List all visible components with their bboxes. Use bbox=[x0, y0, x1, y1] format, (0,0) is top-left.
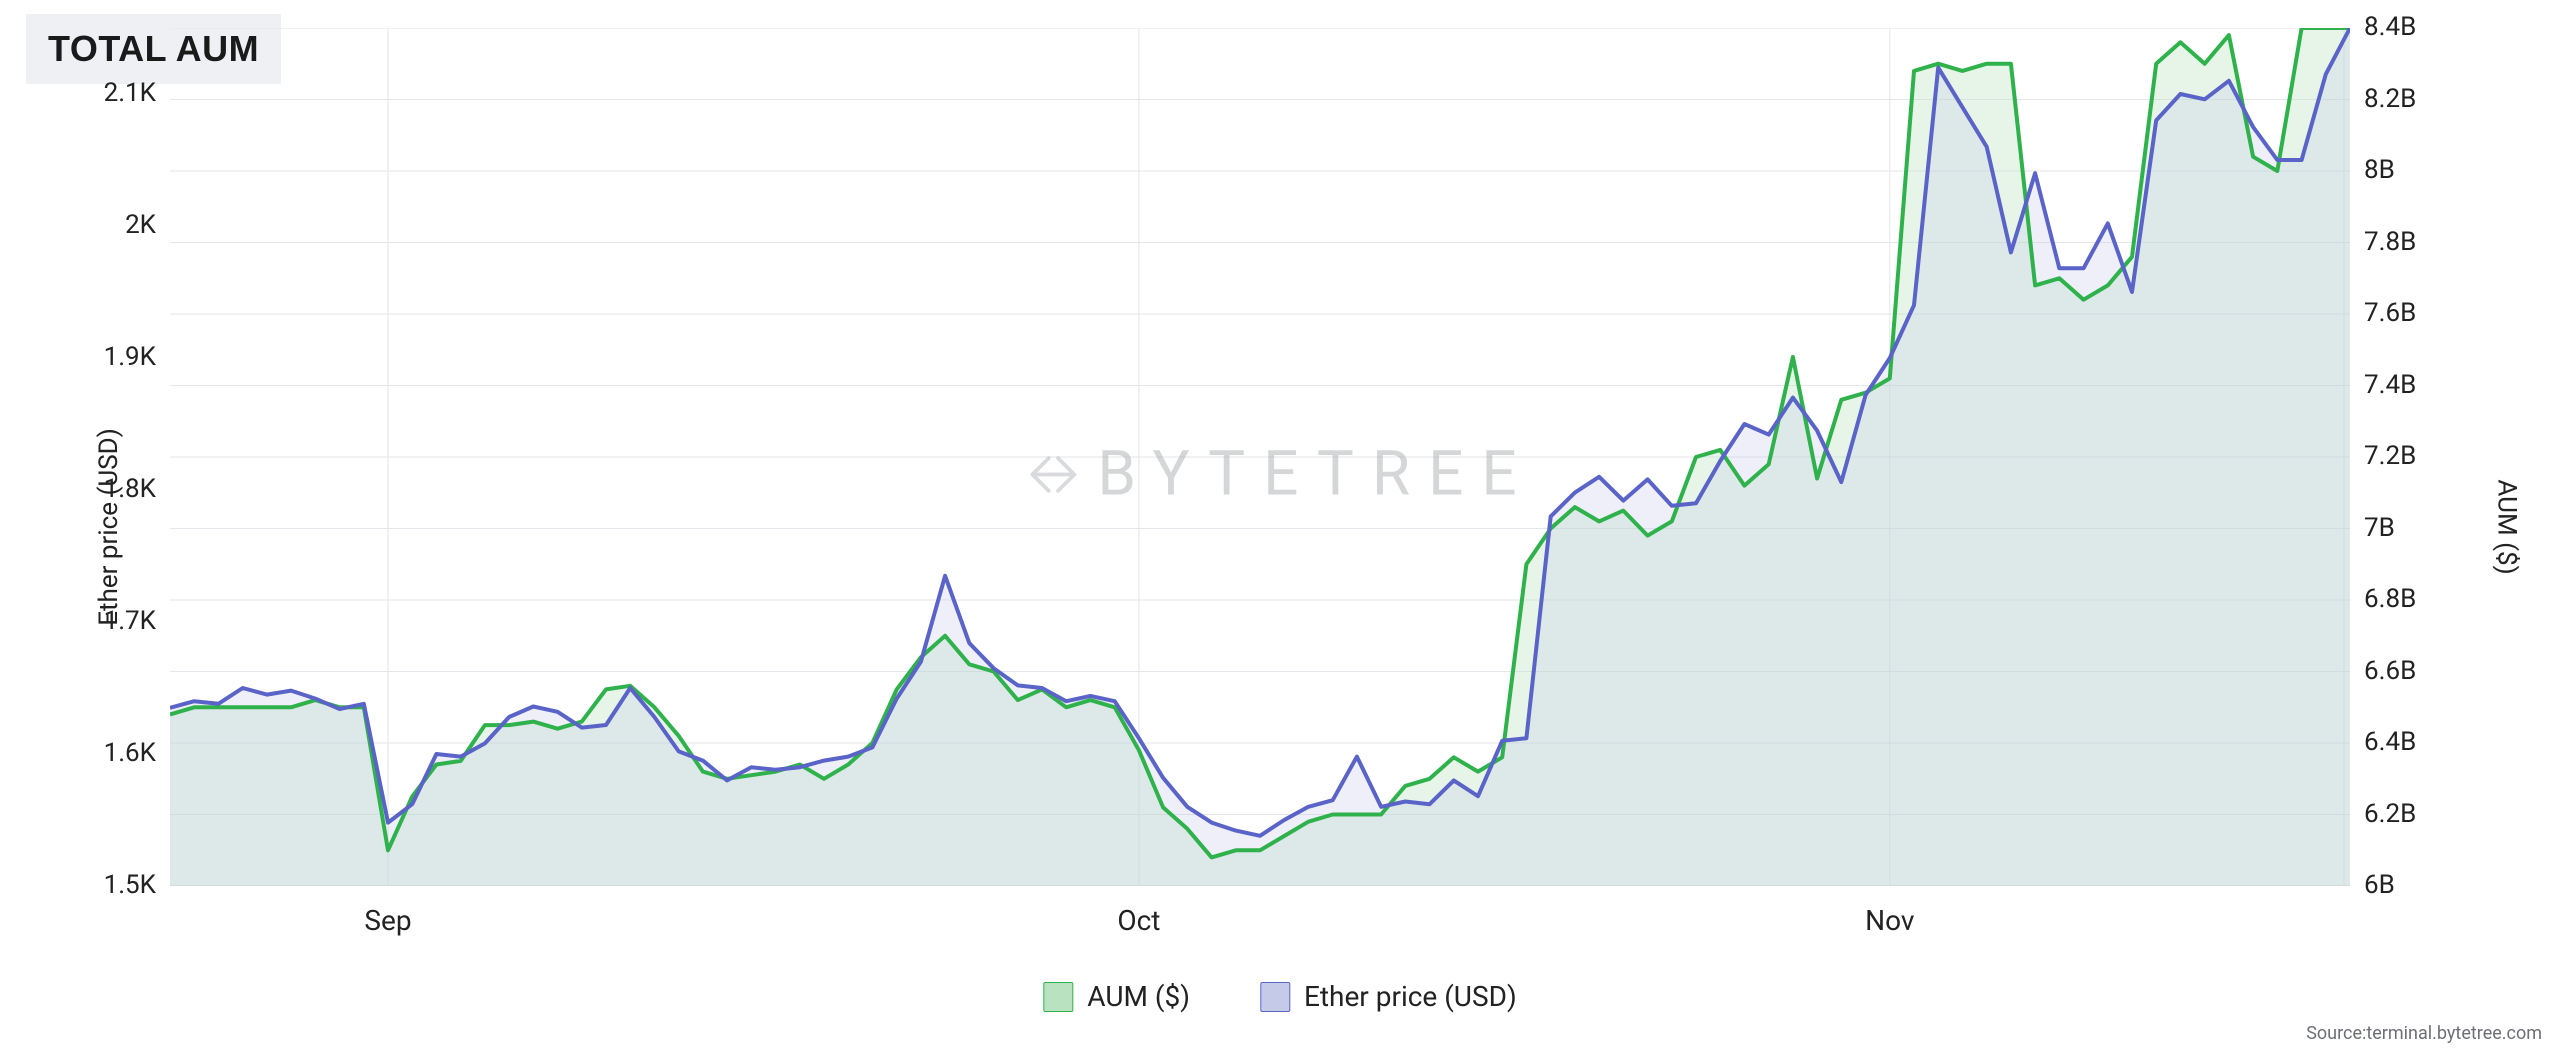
y-right-tick: 7.2B bbox=[2364, 441, 2416, 471]
y-right-tick: 6.8B bbox=[2364, 584, 2416, 614]
legend-swatch-aum bbox=[1043, 982, 1073, 1012]
y-left-tick: 1.9K bbox=[60, 342, 156, 372]
y-left-tick: 1.7K bbox=[60, 606, 156, 636]
x-tick: Sep bbox=[364, 904, 411, 937]
y-right-tick: 7.6B bbox=[2364, 298, 2416, 328]
y-right-tick: 7.8B bbox=[2364, 227, 2416, 257]
source-label: Source: bbox=[2306, 1023, 2366, 1044]
y-right-tick: 6.2B bbox=[2364, 799, 2416, 829]
watermark-icon bbox=[1025, 446, 1081, 502]
source-attribution: Source:terminal.bytetree.com bbox=[2306, 1023, 2542, 1044]
y-right-tick: 8.2B bbox=[2364, 84, 2416, 114]
y-left-tick: 2.1K bbox=[60, 78, 156, 108]
legend-item-aum: AUM ($) bbox=[1043, 980, 1190, 1013]
x-tick: Oct bbox=[1117, 904, 1160, 937]
y-right-tick: 8.4B bbox=[2364, 12, 2416, 42]
y-axis-right-label: AUM ($) bbox=[2491, 479, 2521, 574]
y-left-tick: 2K bbox=[60, 210, 156, 240]
legend-label-eth: Ether price (USD) bbox=[1304, 980, 1517, 1013]
source-value: terminal.bytetree.com bbox=[2366, 1023, 2542, 1044]
watermark: BYTETREE bbox=[1025, 438, 1534, 511]
y-axis-left-label: Ether price (USD) bbox=[94, 428, 124, 626]
y-right-tick: 7.4B bbox=[2364, 370, 2416, 400]
watermark-text: BYTETREE bbox=[1097, 438, 1534, 511]
legend-swatch-eth bbox=[1260, 982, 1290, 1012]
y-left-tick: 1.6K bbox=[60, 738, 156, 768]
y-right-tick: 8B bbox=[2364, 155, 2395, 185]
y-right-tick: 6.6B bbox=[2364, 656, 2416, 686]
y-right-tick: 7B bbox=[2364, 513, 2395, 543]
legend: AUM ($) Ether price (USD) bbox=[1043, 980, 1516, 1013]
legend-label-aum: AUM ($) bbox=[1087, 980, 1190, 1013]
y-left-tick: 1.8K bbox=[60, 474, 156, 504]
y-left-tick: 1.5K bbox=[60, 870, 156, 900]
y-right-tick: 6.4B bbox=[2364, 727, 2416, 757]
legend-item-eth: Ether price (USD) bbox=[1260, 980, 1517, 1013]
y-right-tick: 6B bbox=[2364, 870, 2395, 900]
x-tick: Nov bbox=[1865, 904, 1914, 937]
